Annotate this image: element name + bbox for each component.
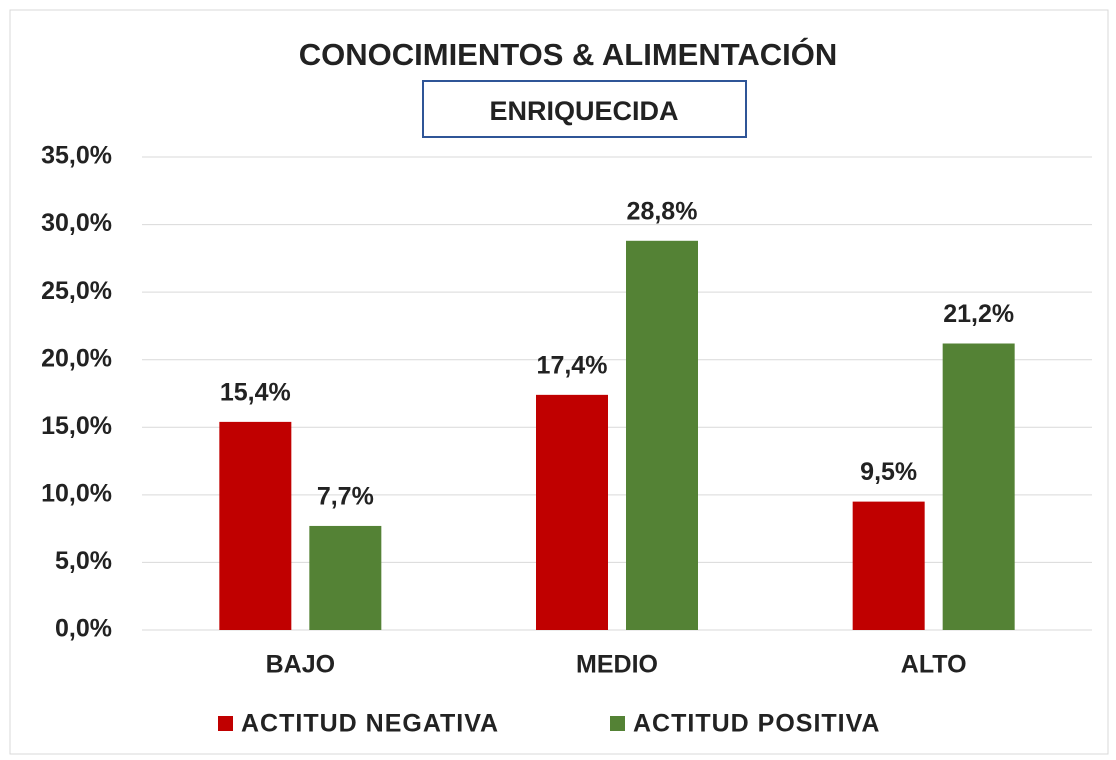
data-label: 17,4%	[537, 351, 608, 379]
data-label: 21,2%	[943, 300, 1014, 328]
legend-label: ACTITUD POSITIVA	[633, 710, 880, 738]
y-tick-label: 15,0%	[41, 412, 112, 440]
bar	[626, 240, 698, 630]
x-tick-label: ALTO	[901, 651, 967, 679]
y-tick-label: 30,0%	[41, 209, 112, 237]
bar	[852, 501, 925, 630]
y-tick-label: 25,0%	[41, 277, 112, 305]
y-tick-label: 10,0%	[41, 479, 112, 507]
x-tick-label: BAJO	[266, 651, 335, 679]
legend-swatch	[218, 716, 233, 731]
y-tick-label: 5,0%	[55, 547, 112, 575]
y-tick-label: 35,0%	[41, 142, 112, 170]
chart-subtitle: ENRIQUECIDA	[489, 96, 678, 126]
subtitle-box	[422, 80, 747, 138]
chart-title: CONOCIMIENTOS & ALIMENTACIÓN	[299, 36, 837, 72]
data-label: 15,4%	[220, 378, 291, 406]
y-tick-label: 0,0%	[55, 615, 112, 643]
data-label: 7,7%	[317, 483, 374, 511]
bar	[536, 394, 608, 630]
bar	[219, 421, 292, 630]
data-label: 28,8%	[627, 197, 698, 225]
legend-swatch	[610, 716, 625, 731]
bar	[942, 343, 1015, 630]
y-tick-label: 20,0%	[41, 344, 112, 372]
bar	[309, 525, 382, 630]
data-label: 9,5%	[860, 458, 917, 486]
legend-label: ACTITUD NEGATIVA	[241, 710, 499, 738]
x-tick-label: MEDIO	[576, 651, 658, 679]
